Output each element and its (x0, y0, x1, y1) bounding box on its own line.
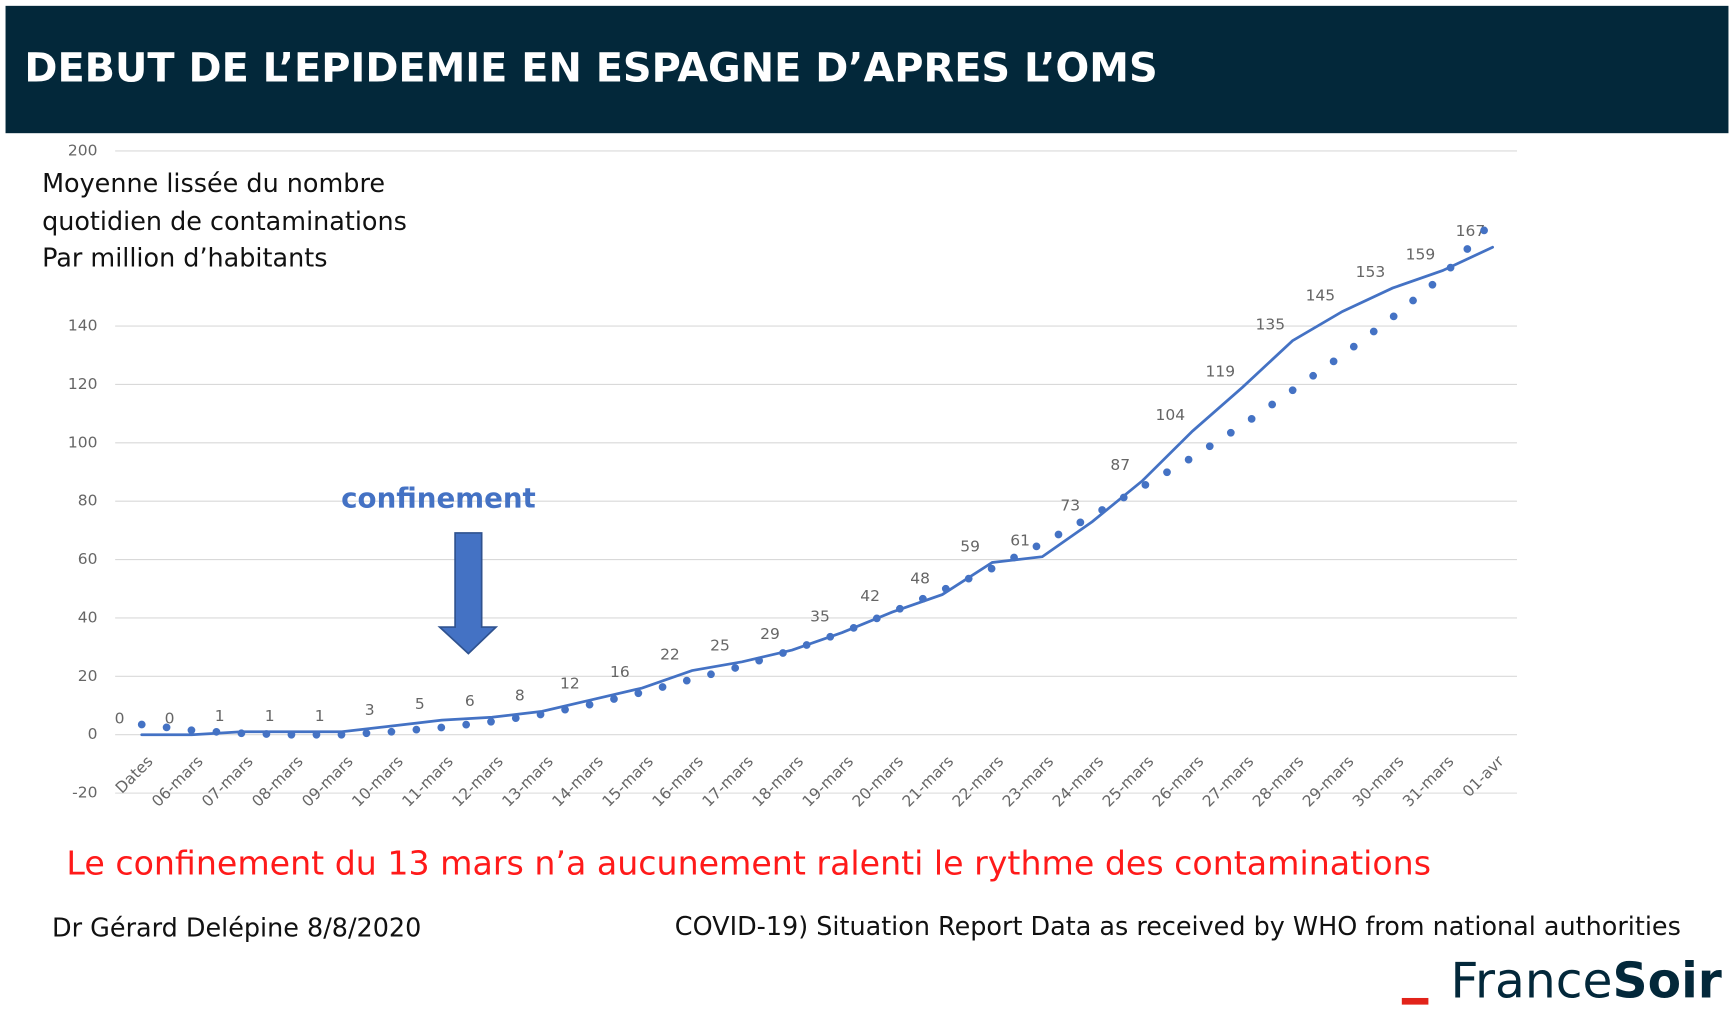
data-label: 22 (660, 646, 680, 664)
data-label: 8 (515, 686, 525, 704)
data-label: 25 (710, 637, 730, 655)
x-tick-label: 30-mars (1349, 752, 1407, 810)
data-label: 119 (1206, 362, 1236, 380)
x-tick-label: 18-mars (749, 752, 807, 810)
logo-bar (1401, 997, 1429, 1005)
data-label: 145 (1306, 286, 1336, 304)
data-label: 0 (115, 710, 125, 728)
data-label: 35 (810, 608, 830, 626)
data-label: 48 (910, 570, 930, 588)
x-tick-label: 09-mars (298, 752, 356, 810)
source: COVID-19) Situation Report Data as recei… (675, 912, 1681, 942)
x-tick-label: 10-mars (349, 752, 407, 810)
data-label: 0 (165, 710, 175, 728)
x-tick-label: 22-mars (949, 752, 1007, 810)
y-axis-label: Par million d’habitants (42, 243, 327, 273)
y-tick-label: 140 (68, 317, 98, 335)
annotation-arrow (437, 532, 499, 655)
y-tick-label: 120 (68, 375, 98, 393)
x-tick-label: 11-mars (399, 752, 457, 810)
x-tick-label: 28-mars (1249, 752, 1307, 810)
author: Dr Gérard Delépine 8/8/2020 (52, 913, 421, 943)
header-band (5, 5, 1729, 134)
y-axis-label: Moyenne lissée du nombre (42, 169, 385, 199)
y-tick-label: 40 (78, 608, 98, 626)
x-tick-label: 06-mars (148, 752, 206, 810)
logo-light: France (1451, 954, 1613, 1010)
trend-line (137, 217, 1497, 739)
plot: -20020406080100120140200Dates06-mars07-m… (68, 141, 1517, 811)
data-label: 59 (960, 538, 980, 556)
data-label: 12 (560, 675, 580, 693)
y-tick-label: -20 (72, 784, 97, 802)
logo: FranceSoir (1451, 954, 1722, 1010)
data-label: 42 (860, 587, 880, 605)
x-tick-label: 24-mars (1049, 752, 1107, 810)
x-tick-label: Dates (112, 752, 157, 797)
data-line (140, 245, 1494, 737)
y-tick-label: 80 (78, 492, 98, 510)
x-tick-label: 17-mars (699, 752, 757, 810)
data-label: 73 (1060, 497, 1080, 515)
data-label: 167 (1456, 222, 1486, 240)
x-tick-label: 12-mars (449, 752, 507, 810)
data-label: 1 (215, 707, 225, 725)
x-tick-label: 19-mars (799, 752, 857, 810)
x-tick-label: 20-mars (849, 752, 907, 810)
y-tick-label: 200 (68, 141, 98, 159)
y-axis-label: quotidien de contaminations (42, 207, 407, 237)
data-label: 135 (1256, 316, 1286, 334)
x-tick-label: 14-mars (549, 752, 607, 810)
x-tick-label: 31-mars (1399, 752, 1457, 810)
slide-title: DEBUT DE L’EPIDEMIE EN ESPAGNE D’APRES L… (24, 46, 1157, 92)
x-tick-label: 21-mars (899, 752, 957, 810)
data-label: 61 (1010, 532, 1030, 550)
y-tick-label: 100 (68, 433, 98, 451)
x-tick-label: 26-mars (1149, 752, 1207, 810)
x-tick-label: 29-mars (1299, 752, 1357, 810)
x-tick-label: 15-mars (599, 752, 657, 810)
data-label: 3 (365, 701, 375, 719)
x-tick-label: 07-mars (198, 752, 256, 810)
x-tick-label: 23-mars (999, 752, 1057, 810)
x-tick-label: 25-mars (1099, 752, 1157, 810)
y-tick-label: 0 (88, 725, 98, 743)
data-label: 29 (760, 625, 780, 643)
x-tick-label: 27-mars (1199, 752, 1257, 810)
data-label: 104 (1155, 406, 1185, 424)
y-tick-label: 60 (78, 550, 98, 568)
data-label: 153 (1356, 263, 1386, 281)
logo-bold: Soir (1613, 954, 1722, 1010)
y-tick-label: 20 (78, 667, 98, 685)
annotation: confinement (341, 482, 536, 515)
data-label: 87 (1110, 456, 1130, 474)
conclusion: Le confinement du 13 mars n’a aucunement… (66, 844, 1431, 883)
data-label: 1 (265, 707, 275, 725)
x-tick-label: 08-mars (248, 752, 306, 810)
x-tick-label: 16-mars (649, 752, 707, 810)
x-tick-label: 13-mars (499, 752, 557, 810)
data-label: 1 (315, 707, 325, 725)
data-label: 159 (1406, 246, 1436, 264)
data-label: 16 (610, 663, 630, 681)
data-label: 5 (415, 695, 425, 713)
data-label: 6 (465, 692, 475, 710)
